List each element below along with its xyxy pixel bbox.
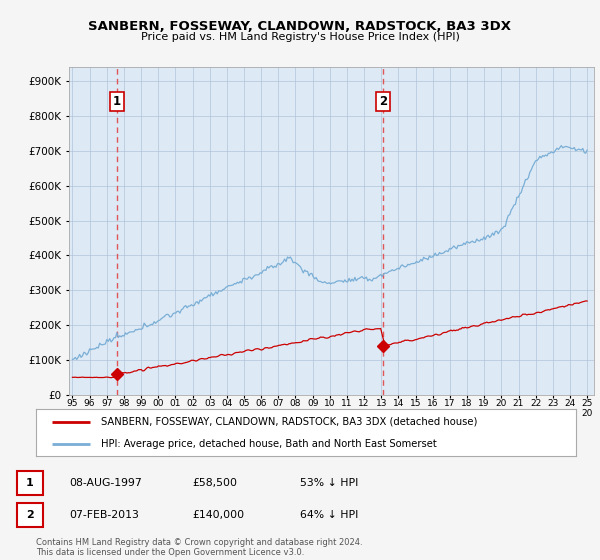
Text: Price paid vs. HM Land Registry's House Price Index (HPI): Price paid vs. HM Land Registry's House … (140, 32, 460, 43)
Text: 07-FEB-2013: 07-FEB-2013 (69, 510, 139, 520)
Text: 53% ↓ HPI: 53% ↓ HPI (300, 478, 358, 488)
Text: SANBERN, FOSSEWAY, CLANDOWN, RADSTOCK, BA3 3DX (detached house): SANBERN, FOSSEWAY, CLANDOWN, RADSTOCK, B… (101, 417, 477, 427)
Text: 64% ↓ HPI: 64% ↓ HPI (300, 510, 358, 520)
Text: 2: 2 (26, 510, 34, 520)
Text: 1: 1 (113, 95, 121, 108)
Text: 1: 1 (26, 478, 34, 488)
Text: SANBERN, FOSSEWAY, CLANDOWN, RADSTOCK, BA3 3DX: SANBERN, FOSSEWAY, CLANDOWN, RADSTOCK, B… (89, 20, 511, 32)
Text: 2: 2 (379, 95, 387, 108)
Text: 08-AUG-1997: 08-AUG-1997 (69, 478, 142, 488)
Text: HPI: Average price, detached house, Bath and North East Somerset: HPI: Average price, detached house, Bath… (101, 438, 437, 449)
Text: Contains HM Land Registry data © Crown copyright and database right 2024.
This d: Contains HM Land Registry data © Crown c… (36, 538, 362, 557)
Text: £58,500: £58,500 (192, 478, 237, 488)
Text: £140,000: £140,000 (192, 510, 244, 520)
